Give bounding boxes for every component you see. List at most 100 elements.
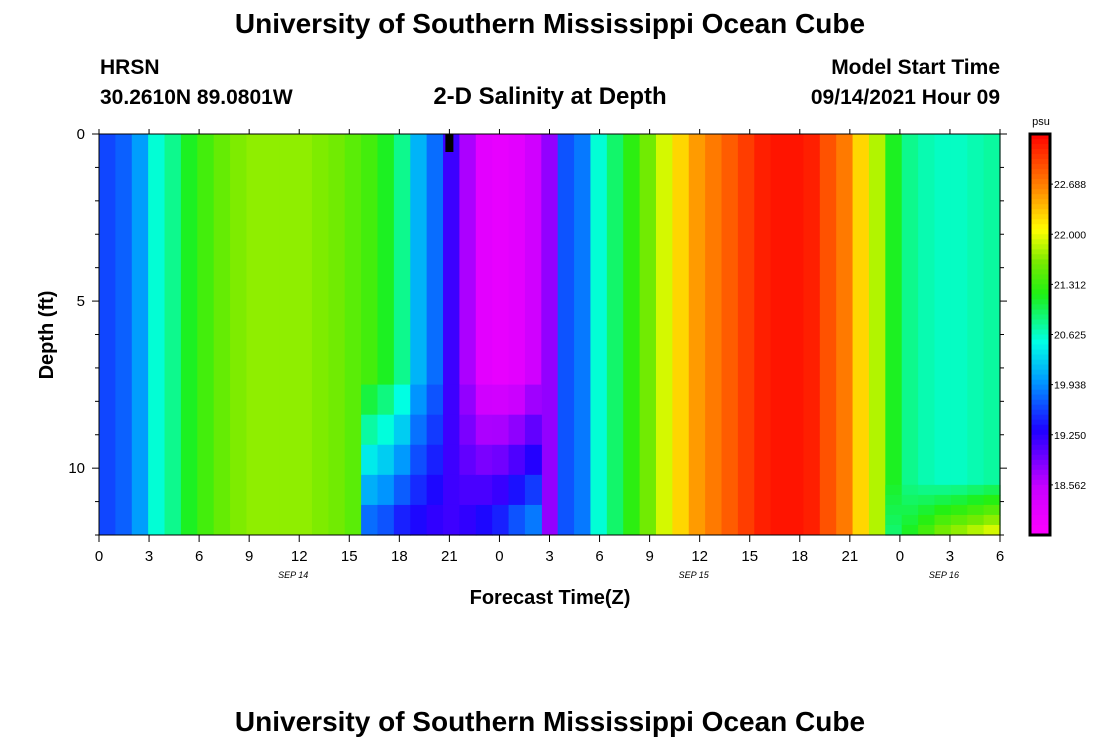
colorbar-segment <box>1030 399 1050 406</box>
colorbar-segment <box>1030 224 1050 230</box>
heatmap-cell <box>950 484 968 496</box>
heatmap-cell <box>443 414 460 446</box>
colorbar-segment <box>1030 499 1050 506</box>
heatmap-column <box>99 134 116 535</box>
heatmap-cell <box>885 494 903 506</box>
heatmap-cell <box>426 474 444 506</box>
colorbar-segment <box>1030 144 1050 150</box>
heatmap-column <box>180 134 198 535</box>
colorbar-segment <box>1030 424 1050 431</box>
heatmap-column <box>574 134 592 535</box>
heatmap-cells <box>99 134 1001 536</box>
x-tick-label: 9 <box>645 548 653 565</box>
colorbar-segment <box>1030 154 1050 160</box>
footer-title: University of Southern Mississippi Ocean… <box>234 706 866 737</box>
x-day-label: SEP 15 <box>679 570 710 580</box>
colorbar-segment <box>1030 334 1050 341</box>
heatmap-column <box>803 134 821 535</box>
heatmap-cell <box>393 384 411 416</box>
heatmap-cell <box>524 414 542 446</box>
heatmap-cell <box>426 414 444 446</box>
colorbar-segment <box>1030 269 1050 275</box>
heatmap-cell <box>934 524 952 536</box>
x-tick-label: 0 <box>896 548 904 565</box>
heatmap-cell <box>361 414 379 446</box>
station-name: HRSN <box>100 56 160 79</box>
x-tick-label: 3 <box>946 548 954 565</box>
heatmap-cell <box>377 444 395 476</box>
x-tick-label: 18 <box>791 548 808 565</box>
heatmap-cell <box>459 504 477 536</box>
heatmap-column <box>901 134 919 535</box>
heatmap-cell <box>459 384 477 416</box>
colorbar-segment <box>1030 304 1050 311</box>
heatmap-column <box>197 134 215 535</box>
colorbar-segment <box>1030 299 1050 306</box>
heatmap-cell <box>967 524 985 536</box>
heatmap-cell <box>918 524 936 536</box>
colorbar-segment <box>1030 314 1050 321</box>
y-tick-label: 10 <box>68 460 85 477</box>
heatmap-cell <box>361 504 379 536</box>
colorbar-segment <box>1030 434 1050 441</box>
heatmap-cell <box>934 514 952 526</box>
heatmap-cell <box>492 414 510 446</box>
heatmap-cell <box>934 504 952 516</box>
heatmap-cell <box>377 504 395 536</box>
heatmap-column <box>770 134 788 535</box>
heatmap-cell <box>524 384 542 416</box>
colorbar-segment <box>1030 359 1050 366</box>
colorbar-segment <box>1030 384 1050 391</box>
heatmap-column <box>230 134 248 535</box>
x-tick-label: 0 <box>95 548 103 565</box>
heatmap-column <box>557 134 575 535</box>
heatmap-cell <box>901 484 919 496</box>
heatmap-column <box>115 134 133 535</box>
heatmap-cell <box>377 384 395 416</box>
colorbar-segment <box>1030 479 1050 486</box>
heatmap-column <box>295 134 313 535</box>
x-tick-label: 21 <box>841 548 858 565</box>
heatmap-cell <box>983 494 1001 506</box>
heatmap-cell <box>524 474 542 506</box>
heatmap-column <box>836 134 854 535</box>
heatmap-cell <box>967 494 985 506</box>
colorbar-segment <box>1030 279 1050 285</box>
heatmap-cell <box>492 444 510 476</box>
colorbar-segment <box>1030 254 1050 260</box>
heatmap-column <box>983 134 1001 535</box>
colorbar-unit: psu <box>1032 116 1050 128</box>
heatmap-cell <box>901 514 919 526</box>
colorbar-segment <box>1030 504 1050 511</box>
colorbar-segment <box>1030 169 1050 175</box>
heatmap-column <box>819 134 837 535</box>
heatmap-column <box>311 134 329 535</box>
colorbar-segment <box>1030 204 1050 210</box>
heatmap-cell <box>508 384 526 416</box>
x-day-label: SEP 16 <box>929 570 959 580</box>
model-start-value: 09/14/2021 Hour 09 <box>810 86 1000 109</box>
colorbar-segment <box>1030 409 1050 416</box>
colorbar-segment <box>1030 454 1050 461</box>
heatmap-cell <box>885 484 903 496</box>
heatmap-column <box>639 134 657 535</box>
colorbar-segment <box>1030 349 1050 356</box>
heatmap-cell <box>361 444 379 476</box>
colorbar-segment <box>1030 149 1050 155</box>
chart-subtitle: 2-D Salinity at Depth <box>433 83 667 110</box>
heatmap-cell <box>393 474 411 506</box>
colorbar-segment <box>1030 194 1050 200</box>
heatmap-cell <box>492 504 510 536</box>
colorbar-tick-label: 21.312 <box>1054 279 1086 291</box>
colorbar-segment <box>1030 394 1050 401</box>
heatmap-column <box>328 134 346 535</box>
x-tick-label: 6 <box>595 548 603 565</box>
heatmap-cell <box>983 514 1001 526</box>
heatmap-column <box>279 134 297 535</box>
heatmap-cell <box>983 524 1001 536</box>
colorbar-segment <box>1030 339 1050 346</box>
heatmap-cell <box>426 504 444 536</box>
heatmap-cell <box>426 444 444 476</box>
heatmap-cell <box>377 474 395 506</box>
heatmap-cell <box>426 384 444 416</box>
